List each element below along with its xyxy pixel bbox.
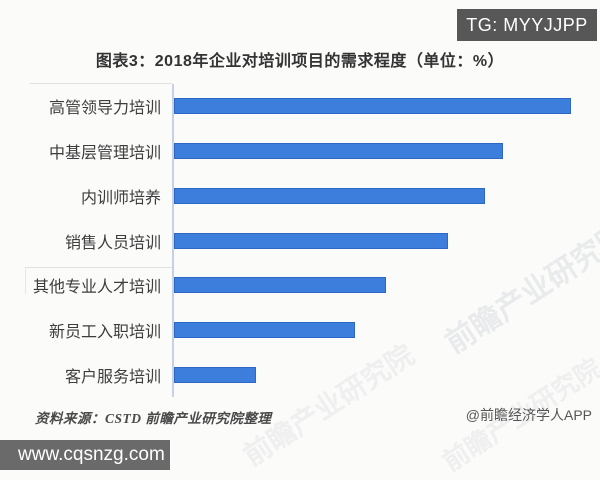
- chart-row: 高管领导力培训: [0, 84, 593, 129]
- bar: [174, 277, 386, 294]
- bar-chart: 前瞻产业研究院 前瞻产业研究院 高管领导力培训 中基层管理培训 内训师培养 销售人员培…: [0, 83, 600, 472]
- category-label: 新员工入职培训: [48, 323, 161, 341]
- bar: [174, 143, 504, 160]
- chart-row: 销售人员培训: [0, 218, 593, 263]
- data-source-note: 资料来源：CSTD 前瞻产业研究院整理: [35, 411, 272, 426]
- chart-rows: 高管领导力培训 中基层管理培训内训师培养销售人员培训其他专业人才培训新员工入职培训…: [0, 84, 593, 397]
- chart-row: 其他专业人才培训: [0, 263, 593, 308]
- bar-track: [173, 143, 593, 160]
- credit-label: @前瞻经济学人APP: [465, 407, 592, 423]
- scan-artifact-line: [25, 268, 26, 294]
- chart-row: 内训师培养: [0, 173, 593, 218]
- chart-row: 中基层管理培训: [0, 129, 593, 174]
- category-label: 销售人员培训: [64, 234, 161, 252]
- scan-artifact-line: [25, 267, 172, 268]
- bar: [174, 98, 572, 115]
- category-label: 中基层管理培训: [48, 145, 161, 163]
- bar: [174, 232, 448, 249]
- category-label: 内训师培养: [80, 189, 161, 207]
- bar-track: [173, 98, 593, 115]
- scan-artifact-line: [30, 83, 172, 84]
- chart-title: 图表3：2018年企业对培训项目的需求程度（单位：%）: [95, 53, 505, 70]
- bar-track: [173, 277, 593, 294]
- category-label: 高管领导力培训: [48, 100, 161, 118]
- bar-track: [173, 232, 593, 249]
- tg-contact-badge: TG: MYYJJPP: [457, 9, 597, 41]
- bar-track: [173, 321, 593, 338]
- bar: [174, 321, 356, 338]
- bar-track: [173, 187, 593, 204]
- bar-track: [173, 366, 593, 383]
- bar: [174, 187, 485, 204]
- tg-contact-label: TG: MYYJJPP: [466, 14, 588, 35]
- category-label: 客户服务培训: [64, 368, 161, 386]
- chart-row: 新员工入职培训: [0, 308, 593, 353]
- category-axis-line: [172, 84, 174, 397]
- website-url: www.cqsnzg.com: [18, 444, 165, 465]
- chart-row: 客户服务培训: [0, 352, 593, 397]
- bar: [174, 366, 257, 383]
- website-badge: www.cqsnzg.com: [0, 440, 170, 470]
- category-label: 其他专业人才培训: [32, 279, 161, 297]
